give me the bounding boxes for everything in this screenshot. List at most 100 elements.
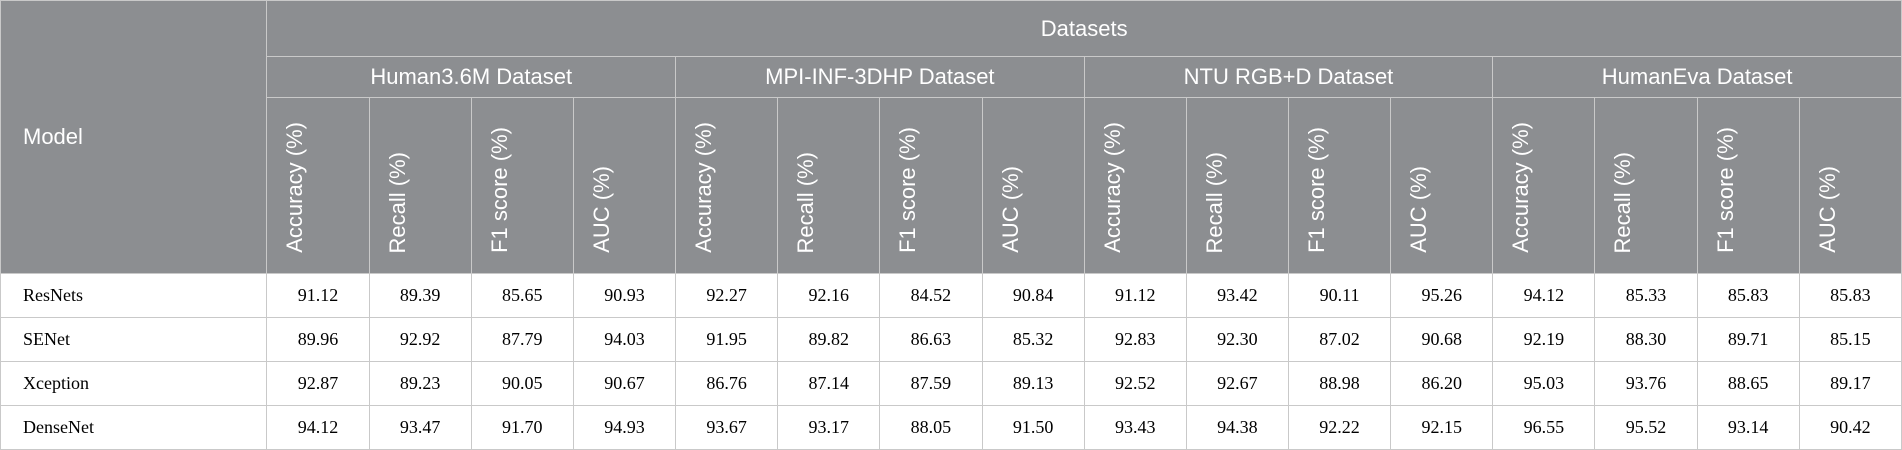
model-name-cell: DenseNet (0, 405, 268, 450)
metric-value-cell: 94.38 (1185, 405, 1289, 450)
metric-value-cell: 96.55 (1492, 405, 1596, 450)
metric-label: Recall (%) (1201, 151, 1227, 253)
metric-label: Recall (%) (384, 151, 410, 253)
dataset-group-header: NTU RGB+D Dataset (1083, 56, 1494, 98)
metric-value-cell: 92.22 (1287, 405, 1392, 450)
metric-value-cell: 92.83 (1083, 317, 1187, 362)
table-header: Model Datasets Human3.6M Dataset MPI-INF-… (0, 0, 1902, 274)
metric-value-cell: 92.30 (1185, 317, 1289, 362)
model-column-header: Model (0, 0, 268, 274)
metric-value-cell: 85.65 (470, 273, 574, 318)
metric-column-header: AUC (%) (1390, 97, 1494, 274)
metric-value-cell: 88.30 (1594, 317, 1698, 362)
metric-value-cell: 91.95 (675, 317, 779, 362)
metric-value-cell: 89.39 (368, 273, 472, 318)
metric-value-cell: 95.03 (1492, 361, 1596, 406)
metric-value-cell: 90.11 (1287, 273, 1392, 318)
metric-label: AUC (%) (588, 166, 614, 253)
metric-label: Recall (%) (793, 151, 819, 253)
metric-value-cell: 92.15 (1390, 405, 1494, 450)
metric-label: AUC (%) (997, 166, 1023, 253)
metric-value-cell: 85.83 (1798, 273, 1902, 318)
metric-value-cell: 95.26 (1390, 273, 1494, 318)
metric-value-cell: 86.76 (675, 361, 779, 406)
metric-column-header: F1 score (%) (470, 97, 574, 274)
metric-value-cell: 87.02 (1287, 317, 1392, 362)
dataset-group-header: HumanEva Dataset (1492, 56, 1902, 98)
metric-value-cell: 87.59 (879, 361, 983, 406)
metric-value-cell: 91.12 (266, 273, 370, 318)
table-body: ResNets 91.12 89.39 85.65 90.93 92.27 92.16 84.… (0, 273, 1902, 450)
metric-value-cell: 94.12 (1492, 273, 1596, 318)
metric-value-cell: 89.71 (1696, 317, 1800, 362)
metric-value-cell: 93.67 (675, 405, 779, 450)
dataset-group-header: MPI-INF-3DHP Dataset (675, 56, 1085, 98)
metric-column-header: Accuracy (%) (1083, 97, 1187, 274)
metric-value-cell: 84.52 (879, 273, 983, 318)
metric-value-cell: 90.84 (981, 273, 1085, 318)
metric-label: F1 score (%) (1712, 127, 1738, 253)
metric-value-cell: 86.63 (879, 317, 983, 362)
metric-label: Accuracy (%) (1508, 122, 1534, 253)
datasets-header: Datasets (266, 0, 1902, 57)
metric-column-header: AUC (%) (981, 97, 1085, 274)
metric-column-header: F1 score (%) (1287, 97, 1392, 274)
metric-column-header: Accuracy (%) (266, 97, 370, 274)
metric-column-header: AUC (%) (1798, 97, 1902, 274)
metric-column-header: Accuracy (%) (675, 97, 779, 274)
metric-value-cell: 86.20 (1390, 361, 1494, 406)
metric-value-cell: 89.96 (266, 317, 370, 362)
metric-value-cell: 92.92 (368, 317, 472, 362)
metric-value-cell: 92.19 (1492, 317, 1596, 362)
table-row: Xception 92.87 89.23 90.05 90.67 86.76 87.14 87… (0, 361, 1902, 406)
metric-value-cell: 90.42 (1798, 405, 1902, 450)
metric-value-cell: 89.17 (1798, 361, 1902, 406)
metric-value-cell: 88.65 (1696, 361, 1800, 406)
model-name-cell: Xception (0, 361, 268, 406)
metric-value-cell: 91.50 (981, 405, 1085, 450)
metric-value-cell: 93.47 (368, 405, 472, 450)
metric-value-cell: 92.27 (675, 273, 779, 318)
metric-value-cell: 94.12 (266, 405, 370, 450)
metric-label: F1 score (%) (895, 127, 921, 253)
metric-value-cell: 87.14 (777, 361, 881, 406)
metric-value-cell: 85.15 (1798, 317, 1902, 362)
metric-label: Accuracy (%) (691, 122, 717, 253)
metric-value-cell: 93.17 (777, 405, 881, 450)
metric-value-cell: 93.14 (1696, 405, 1800, 450)
model-name-cell: ResNets (0, 273, 268, 318)
metric-value-cell: 92.52 (1083, 361, 1187, 406)
metric-value-cell: 87.79 (470, 317, 574, 362)
metric-value-cell: 90.68 (1390, 317, 1494, 362)
metric-column-header: Recall (%) (368, 97, 472, 274)
metric-column-header: Recall (%) (777, 97, 881, 274)
metric-label: Recall (%) (1610, 151, 1636, 253)
table-row: DenseNet 94.12 93.47 91.70 94.93 93.67 93.17 88… (0, 405, 1902, 450)
metric-value-cell: 85.32 (981, 317, 1085, 362)
metric-value-cell: 91.12 (1083, 273, 1187, 318)
table-row: SENet 89.96 92.92 87.79 94.03 91.95 89.82 86.63… (0, 317, 1902, 362)
metric-value-cell: 94.03 (572, 317, 677, 362)
metric-value-cell: 92.16 (777, 273, 881, 318)
metric-value-cell: 93.76 (1594, 361, 1698, 406)
metric-value-cell: 88.05 (879, 405, 983, 450)
table-row: ResNets 91.12 89.39 85.65 90.93 92.27 92.16 84.… (0, 273, 1902, 318)
metric-value-cell: 93.43 (1083, 405, 1187, 450)
metric-value-cell: 85.83 (1696, 273, 1800, 318)
metric-value-cell: 88.98 (1287, 361, 1392, 406)
model-name-cell: SENet (0, 317, 268, 362)
metric-value-cell: 90.05 (470, 361, 574, 406)
metric-value-cell: 94.93 (572, 405, 677, 450)
metric-value-cell: 92.87 (266, 361, 370, 406)
metric-value-cell: 95.52 (1594, 405, 1698, 450)
metric-value-cell: 85.33 (1594, 273, 1698, 318)
metric-value-cell: 92.67 (1185, 361, 1289, 406)
metric-label: Accuracy (%) (1099, 122, 1125, 253)
metric-value-cell: 90.93 (572, 273, 677, 318)
metric-label: AUC (%) (1814, 166, 1840, 253)
dataset-group-header: Human3.6M Dataset (266, 56, 677, 98)
metric-column-header: Recall (%) (1185, 97, 1289, 274)
metric-value-cell: 89.82 (777, 317, 881, 362)
metric-value-cell: 91.70 (470, 405, 574, 450)
